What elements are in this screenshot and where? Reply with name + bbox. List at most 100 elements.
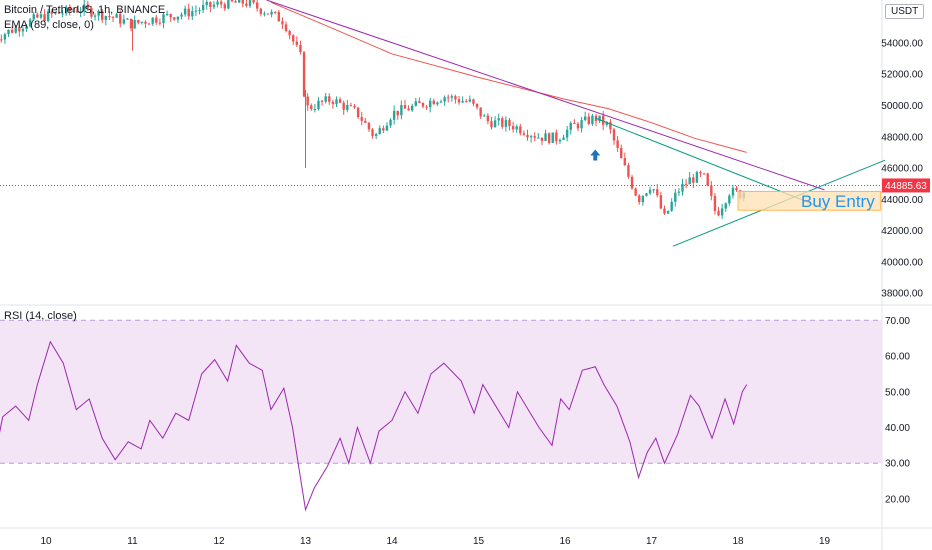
candle-body [508,120,511,127]
candle-body [158,22,162,24]
candle-body [537,137,540,139]
candle-body [501,118,504,127]
candle-body [360,117,363,121]
candle-body [378,128,381,135]
currency-button[interactable]: USDT [885,4,925,19]
candle-body [137,20,140,23]
candle-body [630,176,634,189]
candle-body [533,136,536,138]
candle-body [79,11,82,13]
candle-body [7,29,10,35]
candle-body [313,108,317,110]
candle-body [212,4,216,7]
candle-body [93,15,97,17]
candle-body [3,34,7,40]
candle-body [421,102,425,107]
candle-body [324,96,327,102]
candle-body [475,103,479,108]
candle-body [576,123,580,129]
candle-body [385,125,389,131]
candle-body [728,195,731,204]
candle-body [620,147,623,159]
rsi-tick-label: 50.00 [885,387,910,398]
candle-body [544,133,547,142]
candle-body [583,116,587,121]
price-tick-label: 50000.00 [881,101,923,112]
candle-body [634,188,637,196]
time-tick-label: 14 [386,536,398,547]
candle-body [14,27,17,33]
candle-body [684,183,688,185]
candle-body [151,17,154,24]
price-tick-label: 48000.00 [881,132,923,143]
candle-body [111,16,115,18]
candle-body [133,20,136,29]
rsi-tick-label: 60.00 [885,352,910,363]
time-tick-label: 16 [559,536,571,547]
candle-body [219,1,223,5]
candle-body [129,18,133,29]
candle-body [57,12,61,14]
candle-body [25,26,28,29]
candle-body [223,4,226,9]
candle-body [436,102,439,105]
candle-body [547,133,551,143]
candle-body [331,101,335,105]
candle-body [569,122,572,130]
candle-body [147,23,151,25]
buy-zone [737,190,882,211]
candle-body [522,133,526,135]
candle-body [288,30,291,36]
price-tick-label: 40000.00 [881,257,923,268]
candle-body [140,21,144,23]
candle-body [292,35,295,42]
candle-body [699,172,702,174]
ema-legend: EMA (89, close, 0) [4,19,94,31]
candle-body [400,105,403,116]
candle-body [483,115,486,117]
candle-body [641,195,645,203]
candle-body [382,128,385,131]
candle-body [605,122,609,125]
candle-body [645,193,648,196]
candle-body [389,119,392,126]
candle-body [504,120,508,127]
candle-body [515,126,518,130]
candle-body [46,11,50,22]
candle-body [706,173,709,186]
candle-body [695,172,699,183]
candle-body [28,19,32,27]
candle-body [710,185,713,196]
candle-body [90,7,93,17]
candle-body [169,14,172,18]
time-tick-label: 13 [300,536,312,547]
candle-body [659,195,663,209]
candle-body [227,0,230,9]
candle-body [338,99,342,103]
candle-body [717,210,720,216]
candle-body [75,10,79,13]
chart-legend: Bitcoin / TetherUS, 1h, BINANCE EMA (89,… [4,3,165,33]
candle-body [194,10,198,12]
candle-body [306,96,309,106]
candle-body [10,29,14,33]
candle-body [68,6,71,11]
candle-body [529,136,533,138]
candle-body [302,52,306,97]
candle-body [187,8,190,17]
candle-body [526,134,529,138]
candle-body [64,6,68,14]
candles [0,0,745,220]
candle-body [270,11,273,15]
candle-body [396,110,399,116]
candle-body [335,99,338,105]
candle-body [72,10,75,12]
candle-body [656,189,659,196]
candle-body [317,100,320,109]
candle-body [540,137,544,142]
price-tick-label: 44000.00 [881,195,923,206]
candle-body [731,187,735,196]
candle-body [612,129,616,141]
candle-body [735,187,738,191]
candle-body [374,134,378,136]
